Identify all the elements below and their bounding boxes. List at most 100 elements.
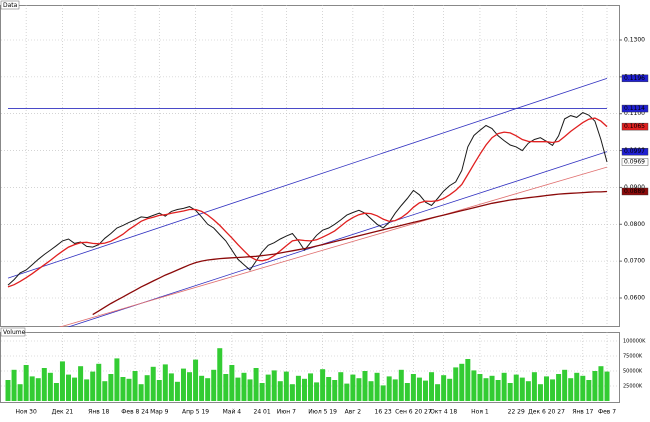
volume-bar [235,377,241,401]
x-tick-label: Фев 8 24 [121,409,149,416]
volume-bar [277,381,283,401]
price-marks [7,77,608,327]
main-label-box [0,0,20,10]
volume-bar [550,379,556,401]
volume-bar [168,373,174,401]
x-tick-label: Дек 21 [52,409,74,416]
volume-bar [174,381,180,401]
volume-bar [513,374,519,401]
volume-bar [568,378,574,401]
volume-bar [586,380,592,401]
volume-bar [283,371,289,401]
volume-bar [41,368,47,401]
volume-bar [332,380,338,401]
volume-bar [5,380,11,401]
volume-bar [156,380,162,401]
volume-bar [90,371,96,401]
volume-bar [356,378,362,401]
price-line [92,190,608,316]
volume-bar [416,377,422,401]
price-marker [621,187,649,196]
volume-bar [17,384,23,401]
price-marker-label: 0.0889 [624,188,645,195]
volume-bar [435,384,441,401]
x-tick-label: Фев 7 [598,409,616,416]
volume-bar [465,359,471,401]
volume-bar [205,378,211,401]
volume-bar [374,372,380,401]
x-tick-label: Май 4 [223,409,242,416]
volume-bar [543,376,549,401]
volume-bar [320,369,326,401]
volume-bar [132,371,138,401]
volume-bar [217,348,223,401]
x-tick-label: Дек 6 20 27 [528,409,565,416]
volume-bar [144,375,150,401]
volume-bar [453,367,459,401]
volume-bar [223,374,229,401]
x-tick-label: Ноя 30 [15,409,37,416]
price-marker-label: 0.1065 [624,123,645,130]
price-marker [621,74,649,83]
price-marker-label: 0.1196 [624,75,645,82]
volume-bar [138,384,144,401]
trend-line [67,151,608,327]
volume-bar [59,361,65,401]
volume-bar [301,378,307,401]
volume-bar [598,366,604,401]
volume-bar [11,369,17,401]
trend-line [58,166,608,327]
volume-bar [501,372,507,401]
volume-bar [495,380,501,401]
volume-tick-label: 100000K [623,339,646,345]
volume-bar [47,372,53,401]
volume-bar [265,374,271,401]
volume-bar [96,363,102,401]
volume-bar [422,380,428,401]
y-tick-label: 0.1100 [624,110,645,117]
volume-bar [574,372,580,401]
volume-bar [308,373,314,401]
volume-bar [53,383,59,401]
volume-bar [562,369,568,401]
price-line [7,117,608,288]
volume-bar [162,364,168,401]
volume-panel [0,332,620,403]
volume-bar [489,375,495,401]
volume-bar [483,378,489,401]
main-label: Data [3,2,18,9]
price-marker-label: 0.1114 [624,105,645,112]
volume-bar [580,375,586,401]
x-tick-label: Авг 2 [345,409,362,416]
volume-bar [114,358,120,401]
volume-bar [35,378,41,401]
volume-bar [441,375,447,401]
volume-bar [471,370,477,401]
volume-marks [5,348,610,401]
volume-bar [429,372,435,401]
volume-bar [150,366,156,401]
volume-bar [66,374,72,401]
volume-bar [271,370,277,401]
volume-bar [126,378,132,401]
y-tick-label: 0.0600 [624,294,645,301]
volume-bar [380,385,386,401]
x-tick-label: Янв 17 [572,409,593,416]
volume-tick-label: 25000K [623,384,643,390]
volume-bar [404,383,410,401]
volume-label-box [0,327,26,337]
volume-bar [295,375,301,401]
volume-bar [368,381,374,401]
x-tick-label: Июл 5 19 [308,409,337,416]
x-tick-label: 24 01 [254,409,271,416]
volume-bar [102,381,108,401]
volume-bar [350,374,356,401]
x-tick-label: Янв 18 [88,409,109,416]
volume-bar [84,379,90,401]
volume-bar [211,369,217,401]
volume-bar [253,368,259,401]
volume-bar [604,371,610,401]
price-marker-label: 0.0969 [624,158,645,165]
